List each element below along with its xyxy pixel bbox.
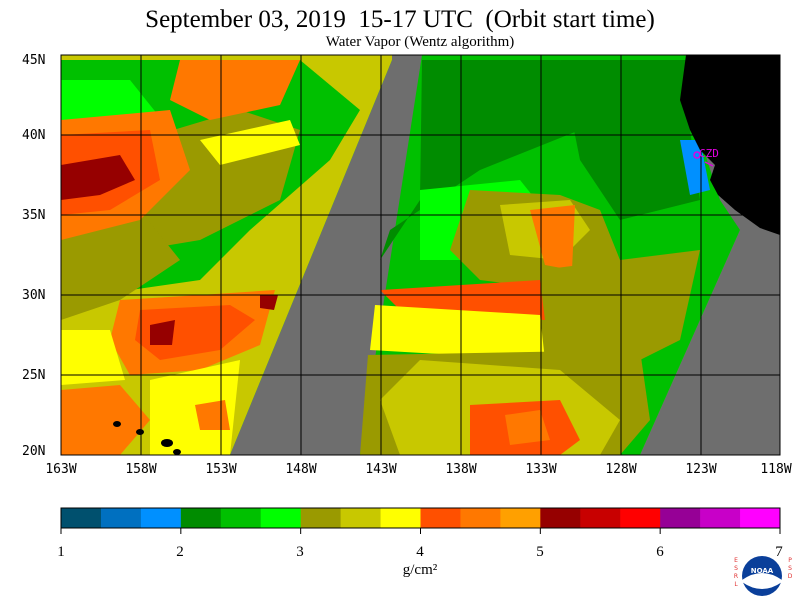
west-yellow-1 <box>61 330 125 385</box>
west-orange-3 <box>170 60 300 120</box>
colorbar-tick-label: 2 <box>176 544 184 560</box>
colorbar-swatch <box>380 508 421 528</box>
colorbar-tick-label: 5 <box>536 544 544 560</box>
west-darkred-3 <box>260 295 278 310</box>
noaa-logo-text: NOAA <box>751 567 774 575</box>
lon-label: 143W <box>365 462 396 477</box>
west-yellow-2 <box>150 360 240 455</box>
land-mass <box>680 55 780 235</box>
colorbar-swatch <box>460 508 501 528</box>
colorbar-swatch <box>420 508 461 528</box>
colorbar-swatch <box>180 508 222 528</box>
colorbar-units: g/cm² <box>402 562 438 578</box>
east-yellow-2 <box>370 305 545 360</box>
lat-label: 45N <box>22 53 45 68</box>
hawaii-island-2 <box>136 429 144 435</box>
west-olive-2 <box>61 210 180 320</box>
lon-label: 148W <box>285 462 316 477</box>
east-olive-2 <box>540 250 700 380</box>
colorbar-swatch <box>500 508 541 528</box>
colorbar-swatch <box>340 508 382 528</box>
lon-label: 118W <box>760 462 791 477</box>
lon-label: 133W <box>525 462 556 477</box>
east-orange-4 <box>505 410 550 445</box>
lon-label: 138W <box>445 462 476 477</box>
station-marker <box>693 151 701 159</box>
colorbar-swatch <box>300 508 342 528</box>
colorbar-swatch <box>660 508 701 528</box>
colorbar-tick-label: 4 <box>416 544 424 560</box>
lat-label: 30N <box>22 288 45 303</box>
colorbar-tick-labels: 1 2 3 4 5 6 7 <box>57 544 783 560</box>
west-darkred-2 <box>150 320 175 345</box>
colorbar-swatch <box>580 508 621 528</box>
colorbar-swatch <box>140 508 182 528</box>
hawaii-island-1 <box>113 421 121 427</box>
east-blue-1 <box>680 140 710 195</box>
lon-label: 158W <box>125 462 156 477</box>
colorbar-swatch <box>700 508 741 528</box>
colorbar-tick-label: 7 <box>775 544 783 560</box>
lat-label: 40N <box>22 128 45 143</box>
map-frame <box>60 54 781 456</box>
lat-labels: 45N 40N 35N 30N 25N 20N <box>22 53 45 459</box>
colorbar-swatch <box>260 508 302 528</box>
colorbar-swatch <box>100 508 142 528</box>
map-field <box>61 55 780 455</box>
lat-label: 25N <box>22 368 45 383</box>
west-orange-6 <box>61 385 150 455</box>
colorbar-tick-label: 1 <box>57 544 65 560</box>
east-green-1 <box>380 60 580 260</box>
colorbar-swatch <box>740 508 781 528</box>
lon-label: 128W <box>605 462 636 477</box>
lon-label: 163W <box>45 462 76 477</box>
west-orange-5 <box>135 305 255 360</box>
map-title: September 03, 2019 15-17 UTC (Orbit star… <box>145 6 655 33</box>
colorbar-swatch <box>61 508 102 528</box>
east-green-2 <box>560 60 700 220</box>
west-orange-7 <box>195 400 230 430</box>
lat-label: 20N <box>22 444 45 459</box>
west-darkred-1 <box>61 155 135 200</box>
colorbar-tick-label: 6 <box>656 544 664 560</box>
hawaii-island-3 <box>161 439 173 447</box>
colorbar-swatch <box>620 508 661 528</box>
colorbar-swatch <box>220 508 262 528</box>
west-yellow-3 <box>200 120 300 165</box>
hawaii-island-4 <box>173 449 181 455</box>
lon-label: 153W <box>205 462 236 477</box>
lon-labels: 163W 158W 153W 148W 143W 138W 133W 128W … <box>45 462 791 477</box>
noaa-logo-bird <box>742 573 782 589</box>
lon-label: 123W <box>685 462 716 477</box>
grid-lines <box>61 55 780 455</box>
station-label: CZD <box>699 147 719 160</box>
colorbar-tick-label: 3 <box>296 544 304 560</box>
colorbar-swatch <box>540 508 581 528</box>
map-subtitle: Water Vapor (Wentz algorithm) <box>325 34 515 50</box>
colorbar <box>60 507 781 534</box>
lat-label: 35N <box>22 208 45 223</box>
station-arrow-line <box>704 161 714 167</box>
